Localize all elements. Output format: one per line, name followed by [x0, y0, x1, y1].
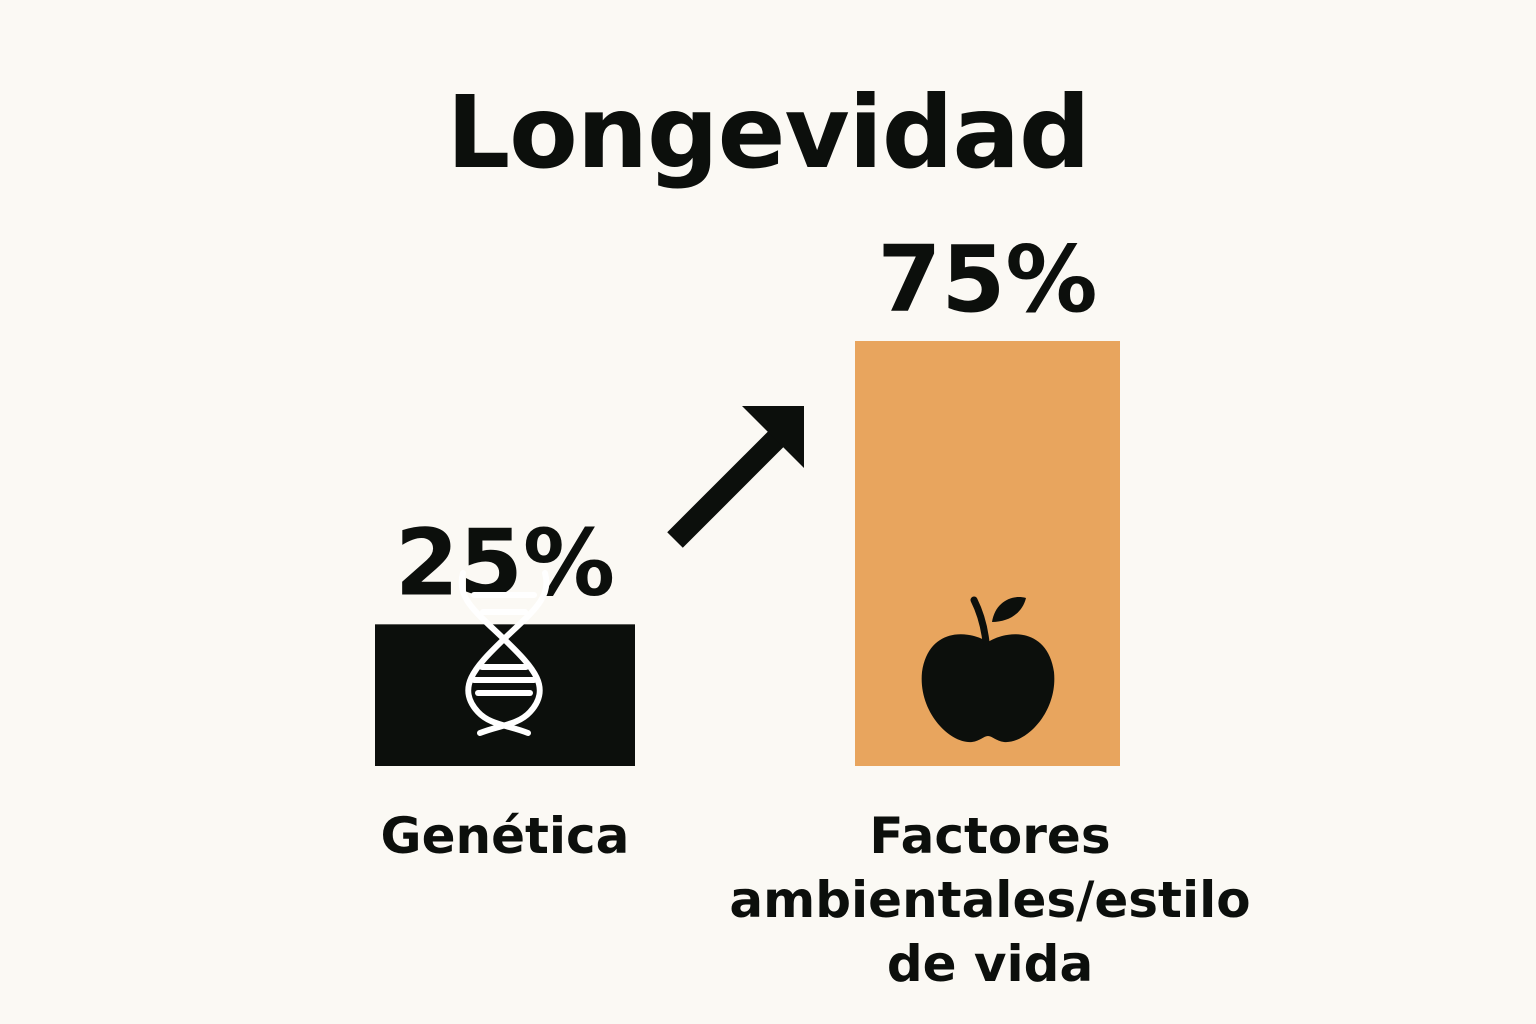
value-label-1: 75%	[877, 226, 1097, 333]
value-label-0: 25%	[395, 509, 615, 616]
dna-icon	[458, 570, 550, 736]
category-label-genetica: Genética	[380, 807, 630, 865]
apple-icon	[921, 596, 1055, 743]
category-label-factores: Factores ambientales/estilo de vida	[729, 807, 1251, 993]
chart-title: Longevidad	[446, 74, 1090, 191]
arrow-up-right-icon	[667, 406, 804, 548]
value-labels-group: 25% 75%	[395, 226, 1098, 616]
